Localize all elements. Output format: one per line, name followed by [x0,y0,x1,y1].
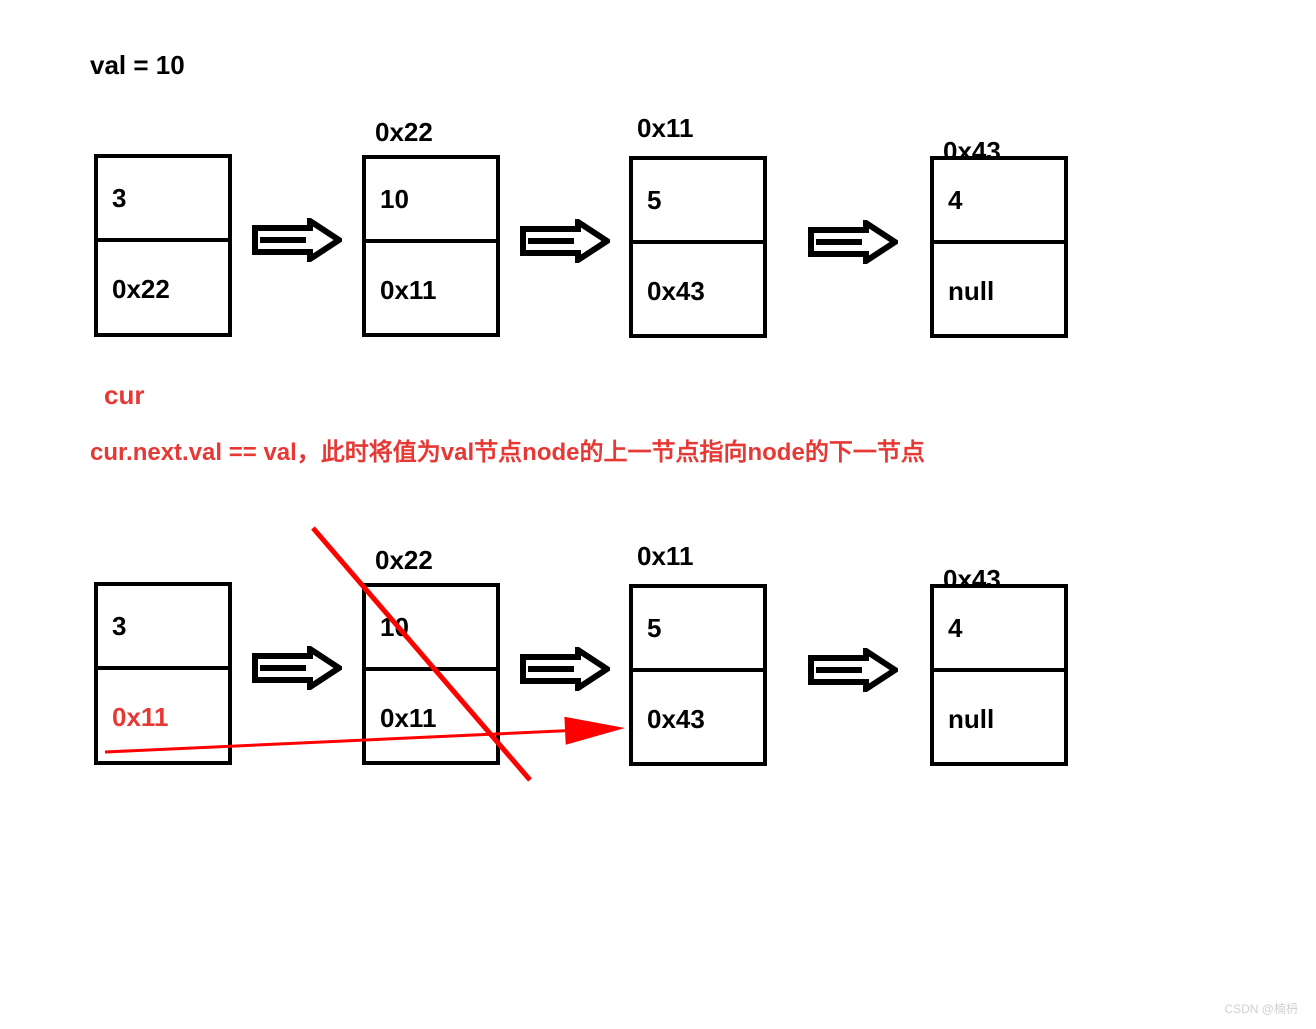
node-value-cell: 5 [633,588,763,672]
arrow-icon [520,647,610,691]
node-next-cell: null [934,672,1064,766]
linked-list-node: 10 0x11 [362,583,500,765]
linked-list-node: 5 0x43 [629,584,767,766]
arrow-icon [252,646,342,690]
linked-list-node: 4 null [930,156,1068,338]
node-value-cell: 10 [366,159,496,243]
arrow-icon [252,218,342,262]
arrow-icon [808,648,898,692]
node-value-cell: 3 [98,586,228,670]
linked-list-node: 5 0x43 [629,156,767,338]
title: val = 10 [90,50,185,81]
node-next-cell: 0x11 [98,670,228,765]
cur-label: cur [104,380,144,411]
node-value-cell: 10 [366,587,496,671]
arrow-icon [520,219,610,263]
watermark: CSDN @楠枬 [1224,1000,1298,1017]
node-value-cell: 4 [934,588,1064,672]
node-address: 0x22 [375,117,433,148]
node-address: 0x11 [637,541,693,572]
node-next-cell: 0x43 [633,672,763,766]
node-value-cell: 4 [934,160,1064,244]
arrow-icon [808,220,898,264]
node-address: 0x11 [637,113,693,144]
node-next-cell: 0x11 [366,671,496,765]
node-value-cell: 3 [98,158,228,242]
linked-list-node: 3 0x11 [94,582,232,765]
node-next-cell: 0x43 [633,244,763,338]
node-next-cell: 0x22 [98,242,228,337]
linked-list-node: 3 0x22 [94,154,232,337]
node-next-cell: 0x11 [366,243,496,337]
node-next-cell: null [934,244,1064,338]
node-value-cell: 5 [633,160,763,244]
description-text: cur.next.val == val，此时将值为val节点node的上一节点指… [90,432,925,467]
linked-list-node: 4 null [930,584,1068,766]
linked-list-node: 10 0x11 [362,155,500,337]
node-address: 0x22 [375,545,433,576]
skip-arrow-head [564,717,625,745]
